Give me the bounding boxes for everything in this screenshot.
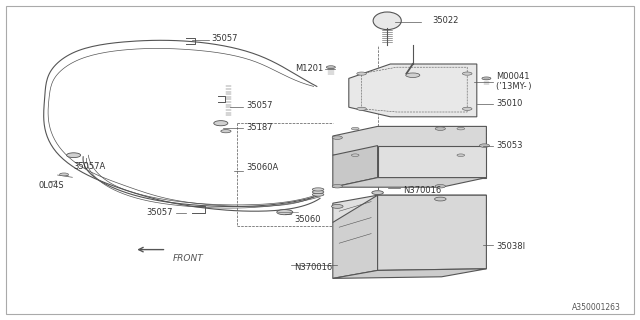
Ellipse shape	[457, 154, 465, 156]
Text: 35057: 35057	[147, 208, 173, 217]
Ellipse shape	[214, 121, 228, 126]
Ellipse shape	[351, 127, 359, 130]
Ellipse shape	[326, 66, 335, 68]
Ellipse shape	[406, 73, 420, 77]
Text: 35057: 35057	[211, 34, 237, 43]
Ellipse shape	[312, 190, 324, 194]
Polygon shape	[349, 64, 477, 117]
Polygon shape	[333, 178, 486, 187]
Ellipse shape	[435, 197, 446, 201]
Ellipse shape	[277, 210, 293, 215]
Text: 35060: 35060	[294, 215, 321, 224]
Ellipse shape	[67, 153, 81, 158]
Ellipse shape	[435, 127, 445, 131]
Ellipse shape	[357, 72, 367, 75]
Ellipse shape	[479, 144, 490, 147]
Ellipse shape	[332, 184, 342, 188]
Polygon shape	[333, 146, 378, 187]
Text: N370016: N370016	[403, 186, 442, 195]
Text: 35060A: 35060A	[246, 164, 278, 172]
Polygon shape	[378, 146, 486, 178]
Polygon shape	[378, 195, 486, 270]
Ellipse shape	[373, 12, 401, 29]
Ellipse shape	[351, 154, 359, 156]
Ellipse shape	[482, 77, 491, 80]
Text: FRONT: FRONT	[173, 254, 204, 263]
Text: 0L04S: 0L04S	[38, 181, 64, 190]
Ellipse shape	[332, 136, 342, 140]
Text: 35057A: 35057A	[74, 162, 106, 171]
Ellipse shape	[357, 107, 367, 110]
Ellipse shape	[312, 188, 324, 191]
Text: 35022: 35022	[432, 16, 458, 25]
Text: 35187: 35187	[246, 124, 273, 132]
Ellipse shape	[372, 191, 383, 195]
Ellipse shape	[312, 193, 324, 196]
Text: A350001263: A350001263	[572, 303, 621, 312]
Polygon shape	[333, 195, 486, 222]
Text: M1201: M1201	[295, 64, 323, 73]
Ellipse shape	[60, 173, 68, 176]
Text: N370016: N370016	[294, 263, 333, 272]
Polygon shape	[333, 269, 486, 278]
Ellipse shape	[332, 204, 343, 208]
Text: 35010: 35010	[496, 100, 522, 108]
Ellipse shape	[462, 107, 472, 110]
Text: 35038I: 35038I	[496, 242, 525, 251]
Ellipse shape	[462, 72, 472, 75]
Ellipse shape	[457, 127, 465, 130]
Text: M00041
(’13MY- ): M00041 (’13MY- )	[496, 72, 531, 91]
Text: 35057: 35057	[246, 101, 273, 110]
Polygon shape	[333, 126, 486, 155]
Ellipse shape	[435, 184, 445, 188]
Ellipse shape	[221, 130, 231, 133]
Polygon shape	[333, 195, 378, 278]
Text: 35053: 35053	[496, 141, 522, 150]
